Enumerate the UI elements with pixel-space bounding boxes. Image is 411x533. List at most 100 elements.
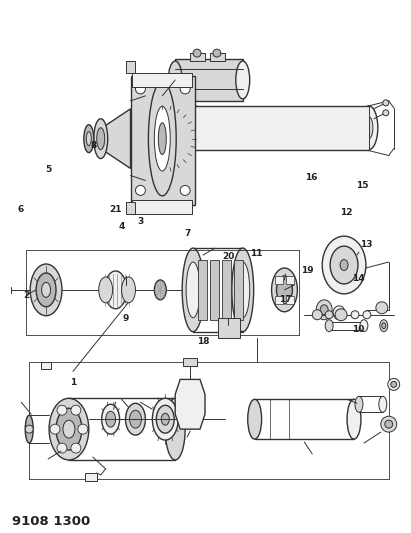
Ellipse shape [129,410,141,428]
Bar [41,361,51,369]
Ellipse shape [99,277,113,303]
Text: 15: 15 [356,181,369,190]
Bar [234,260,243,320]
Bar [222,260,231,320]
Ellipse shape [158,123,166,155]
Circle shape [335,309,347,321]
Circle shape [57,405,67,415]
Ellipse shape [340,260,348,270]
Bar [210,260,219,320]
Ellipse shape [322,236,366,294]
Ellipse shape [236,61,250,99]
Ellipse shape [152,398,178,440]
Ellipse shape [63,420,75,438]
Ellipse shape [186,106,204,150]
Text: 8: 8 [90,141,96,150]
Ellipse shape [161,413,169,425]
Circle shape [180,84,190,94]
Text: 10: 10 [352,325,365,334]
Ellipse shape [379,397,387,412]
Bar [131,76,195,205]
Circle shape [383,110,389,116]
Ellipse shape [106,411,115,427]
Ellipse shape [155,107,170,171]
Circle shape [351,311,359,319]
Ellipse shape [156,405,174,433]
Circle shape [376,302,388,314]
Ellipse shape [84,125,94,152]
Bar [275,296,283,304]
Text: 6: 6 [18,205,24,214]
Ellipse shape [355,397,363,412]
Text: 14: 14 [352,273,365,282]
Bar [275,276,283,284]
Circle shape [381,416,397,432]
Text: 1: 1 [70,377,76,386]
Circle shape [71,405,81,415]
Ellipse shape [168,61,182,99]
Ellipse shape [56,408,82,450]
Ellipse shape [105,271,127,309]
Ellipse shape [94,119,108,158]
Bar [218,318,240,337]
Ellipse shape [248,399,262,439]
Bar [286,296,294,304]
Text: 20: 20 [222,253,234,262]
Polygon shape [175,379,205,429]
Polygon shape [125,203,136,214]
Text: 12: 12 [340,208,353,217]
Ellipse shape [182,248,204,332]
Bar [132,200,192,214]
Ellipse shape [316,300,332,320]
Text: 5: 5 [45,166,51,174]
Ellipse shape [277,276,292,304]
Circle shape [383,100,389,106]
Ellipse shape [102,404,120,434]
Circle shape [25,425,33,433]
Circle shape [312,310,322,320]
Bar [210,53,225,61]
Polygon shape [125,61,136,73]
Ellipse shape [97,128,105,150]
Ellipse shape [330,246,358,284]
Text: 7: 7 [184,229,190,238]
Text: 13: 13 [360,240,373,249]
Circle shape [136,185,145,196]
Ellipse shape [365,117,373,139]
Bar [183,358,197,367]
Bar [198,260,207,320]
Ellipse shape [320,305,328,315]
Ellipse shape [236,262,250,318]
Circle shape [50,424,60,434]
Ellipse shape [36,273,56,307]
Ellipse shape [186,262,200,318]
Text: 16: 16 [305,173,318,182]
Ellipse shape [272,268,298,312]
Circle shape [213,49,221,57]
Text: 9: 9 [123,314,129,323]
Text: 9108 1300: 9108 1300 [12,515,90,528]
Text: 21: 21 [109,205,122,214]
Text: 11: 11 [250,249,263,258]
Ellipse shape [165,398,185,460]
Circle shape [193,49,201,57]
Ellipse shape [155,280,166,300]
Bar [85,473,97,481]
Circle shape [136,84,145,94]
Bar [195,106,369,150]
Ellipse shape [382,322,386,329]
Ellipse shape [125,403,145,435]
Text: 4: 4 [119,222,125,231]
Ellipse shape [25,415,33,443]
Circle shape [385,420,393,428]
Circle shape [325,311,333,319]
Ellipse shape [190,115,200,141]
Circle shape [78,424,88,434]
Bar [132,73,192,87]
Polygon shape [101,109,131,168]
Ellipse shape [30,264,62,316]
Ellipse shape [86,132,91,146]
Circle shape [180,185,190,196]
Circle shape [391,382,397,387]
Circle shape [71,443,81,453]
